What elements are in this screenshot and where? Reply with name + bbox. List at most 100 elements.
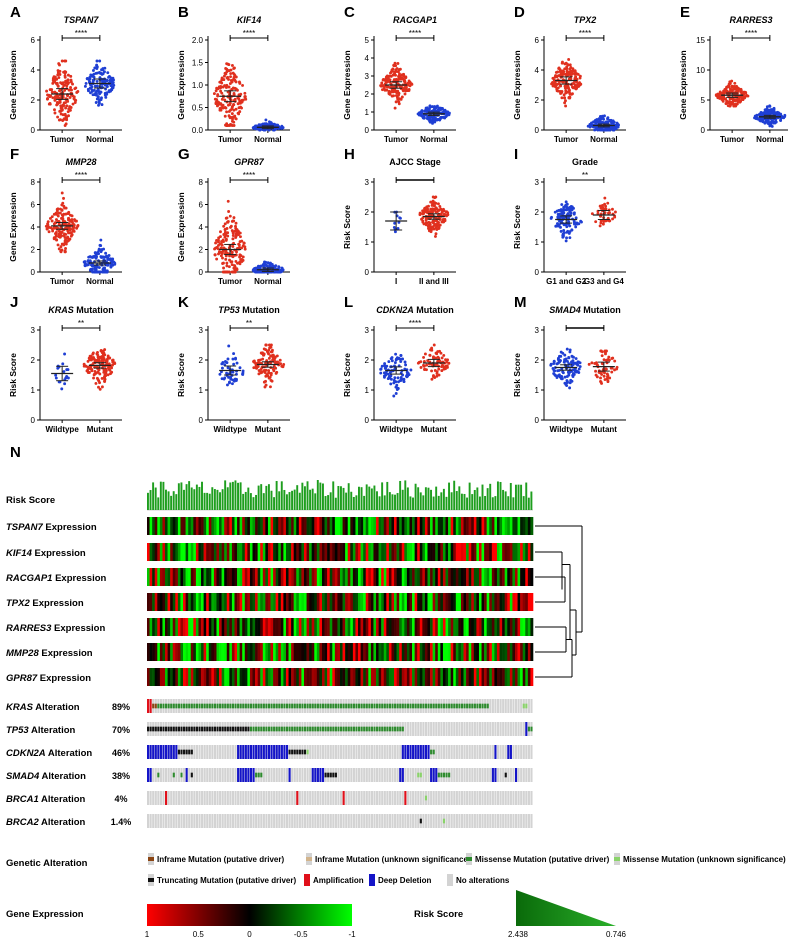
data-point (594, 369, 598, 373)
data-point (563, 67, 567, 71)
data-point (568, 236, 572, 240)
expression-cell (226, 618, 230, 636)
data-point (103, 379, 107, 383)
data-point (407, 87, 411, 91)
expression-cell (522, 643, 526, 661)
expression-cell (391, 643, 395, 661)
risk-bar (424, 487, 427, 510)
expression-cell (265, 618, 269, 636)
expression-cell (520, 643, 523, 661)
expression-cell (285, 593, 289, 611)
expression-cell (332, 618, 336, 636)
expression-cell (473, 668, 477, 686)
expression-cell (334, 668, 338, 686)
expression-cell (288, 643, 292, 661)
expression-cell (211, 517, 215, 535)
risk-bar (298, 492, 301, 510)
data-point (567, 231, 571, 235)
expression-cell (468, 643, 472, 661)
expression-cell (183, 643, 186, 661)
expression-cell (368, 668, 372, 686)
expression-cell (432, 618, 436, 636)
data-point (559, 354, 563, 358)
expression-cell (211, 643, 215, 661)
expression-cell (309, 517, 312, 535)
expression-cell (291, 643, 294, 661)
data-point (105, 85, 109, 89)
data-point (58, 118, 62, 122)
expression-cell (206, 643, 210, 661)
expression-cell (316, 543, 320, 561)
panel-title: GPR87 (234, 157, 265, 167)
data-point (53, 111, 57, 115)
data-point (564, 99, 567, 103)
expression-cell (270, 668, 274, 686)
data-point (64, 101, 68, 104)
expression-cell (401, 568, 405, 586)
expression-cell (458, 593, 462, 611)
expression-cell (306, 668, 310, 686)
expression-cell (383, 668, 387, 686)
expression-cell (195, 543, 199, 561)
data-point (733, 81, 737, 85)
expression-cell (213, 568, 217, 586)
x-tick-label: Wildtype (380, 425, 414, 434)
expression-cell (306, 643, 310, 661)
expression-cell (455, 593, 459, 611)
risk-bar (504, 491, 507, 510)
data-point (107, 254, 111, 257)
expression-cell (260, 568, 264, 586)
data-point (106, 71, 110, 75)
expression-cell (177, 543, 181, 561)
expression-cell (252, 668, 256, 686)
expression-cell (471, 543, 475, 561)
y-tick-label: 6 (199, 201, 204, 210)
data-point (230, 229, 234, 232)
y-tick-label: 2.0 (192, 36, 204, 45)
expression-cell (491, 543, 495, 561)
data-point (736, 97, 740, 101)
expression-cell (165, 643, 168, 661)
data-point (766, 119, 770, 123)
expression-cell (527, 593, 531, 611)
data-point (263, 385, 267, 389)
data-point (46, 222, 50, 226)
expression-cell (514, 568, 518, 586)
data-point (101, 79, 105, 83)
expression-cell (216, 543, 220, 561)
data-point (432, 355, 435, 359)
data-point (431, 220, 435, 224)
expression-cell (265, 543, 269, 561)
expression-cell (252, 568, 256, 586)
expression-cell (424, 618, 428, 636)
data-point (55, 100, 59, 104)
data-point (95, 59, 99, 63)
risk-bar (270, 490, 273, 510)
data-point (47, 93, 51, 97)
expression-cell (484, 517, 487, 535)
x-tick-label: Tumor (720, 135, 744, 144)
expression-cell (466, 668, 469, 686)
expression-cell (273, 568, 276, 586)
x-tick-label: Normal (590, 135, 618, 144)
expression-cell (386, 568, 390, 586)
x-tick-label: Wildtype (550, 425, 584, 434)
expression-cell (270, 643, 274, 661)
data-point (221, 106, 225, 110)
expression-cell (355, 517, 359, 535)
x-tick-label: Tumor (554, 135, 578, 144)
panel-title-suffix: Mutation (74, 305, 114, 315)
data-point (556, 222, 559, 226)
data-point (567, 86, 571, 90)
data-point (52, 75, 56, 79)
expression-cell (468, 618, 472, 636)
data-point (269, 385, 272, 389)
data-point (401, 89, 405, 93)
expression-cell (499, 593, 503, 611)
panel-title-gene: RACGAP1 (393, 15, 437, 25)
expression-cell (242, 568, 246, 586)
expression-cell (460, 517, 464, 535)
risk-bar (244, 491, 247, 510)
data-point (386, 75, 390, 79)
